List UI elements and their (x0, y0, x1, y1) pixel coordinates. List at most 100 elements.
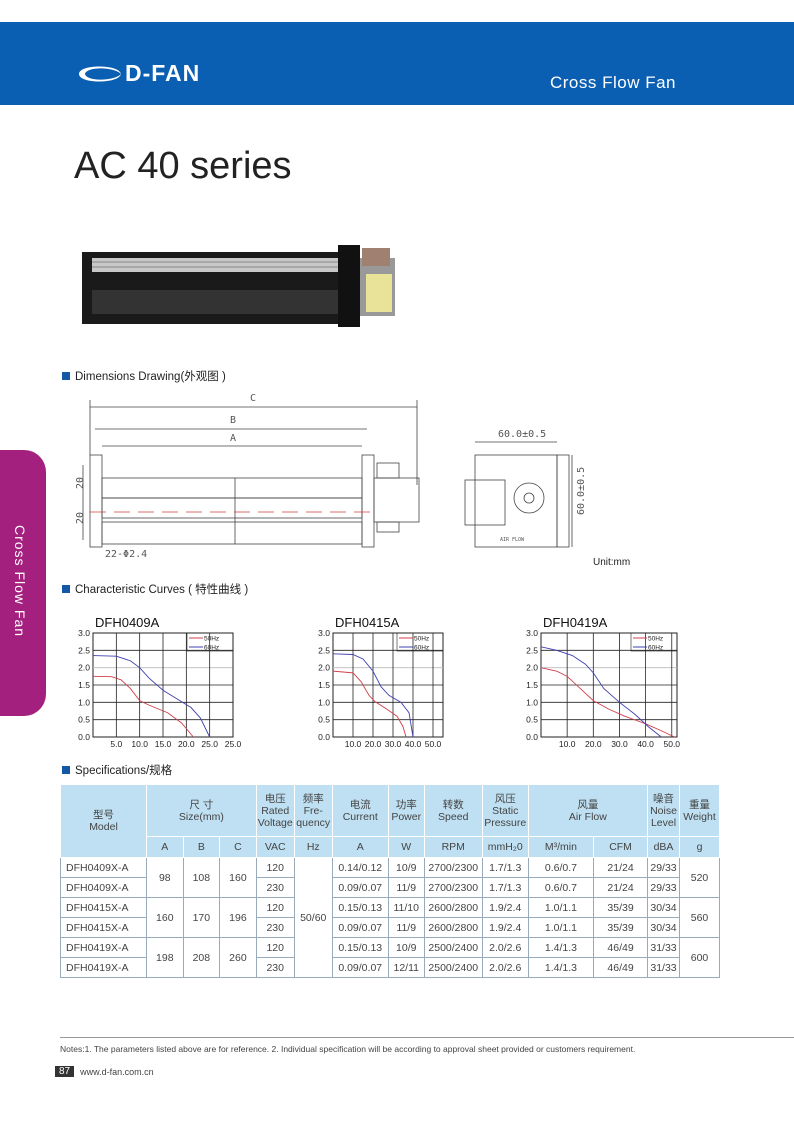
table-cell: 0.6/0.7 (527, 877, 595, 898)
dimensions-heading: Dimensions Drawing(外观图 ) (62, 368, 226, 384)
table-cell: 0.14/0.12 (331, 857, 389, 878)
x-tick-label: 20.0 (365, 739, 382, 749)
table-cell: DFH0419X-A (60, 937, 147, 958)
legend-label: 60Hz (414, 645, 429, 652)
th-power: 功率 Power (387, 784, 425, 837)
side-tab: Cross Flow Fan (0, 450, 46, 716)
chart-title: DFH0419A (543, 615, 608, 630)
airflow-label: AIR FLOW (500, 537, 525, 543)
y-tick-label: 0.5 (526, 715, 538, 725)
x-tick-label: 10.0 (559, 739, 576, 749)
table-cell: 0.09/0.07 (331, 917, 389, 938)
table-cell: 0.15/0.13 (331, 937, 389, 958)
table-cell: 170 (182, 897, 221, 938)
legend-label: 60Hz (648, 645, 663, 652)
y-tick-label: 2.5 (78, 645, 90, 655)
table-cell: 1.7/1.3 (481, 877, 529, 898)
curves-heading: Characteristic Curves ( 特性曲线 ) (62, 581, 248, 597)
table-cell: 35/39 (593, 897, 648, 918)
table-cell: 1.9/2.4 (481, 897, 529, 918)
unit-label: Unit:mm (593, 557, 630, 568)
table-cell: 120 (255, 897, 295, 918)
table-cell: 1.9/2.4 (481, 917, 529, 938)
x-tick-label: 10.0 (131, 739, 148, 749)
table-cell: 30/34 (647, 897, 680, 918)
series-line-60Hz (540, 646, 662, 738)
unit-cell: C (219, 836, 257, 858)
table-cell: 108 (182, 857, 221, 898)
y-tick-label: 2.5 (318, 645, 330, 655)
table-row: DFH0409X-A 98 108 160 120 50/60 0.14/0.12 10/9 2… (60, 857, 720, 978)
unit-cell: W (387, 836, 425, 858)
table-cell: 0.09/0.07 (331, 957, 389, 978)
dim-c: C (250, 393, 256, 404)
spec-table: 型号 Model 尺 寸 Size(mm) 电压 Rated Voltage 频率 Fr… (60, 784, 720, 978)
table-cell: 31/33 (647, 937, 680, 958)
table-cell: 46/49 (593, 957, 648, 978)
th-weight: 重量 Weight (679, 784, 720, 837)
table-cell: 520 (679, 857, 720, 898)
table-cell: 230 (255, 877, 295, 898)
table-cell: 0.09/0.07 (331, 877, 389, 898)
table-cell: 1.4/1.3 (527, 957, 595, 978)
dimensions-drawing: C B A 20 20 22-Φ2.4 60.0±0.5 60.0±0.5 AI… (75, 393, 630, 568)
dim-holes: 22-Φ2.4 (105, 549, 147, 560)
table-row: DFH0409X-A 230 0.09/0.07 11/9 2700/2300 1.7/1… (60, 877, 720, 898)
x-tick-label: 40.0 (405, 739, 422, 749)
unit-cell: CFM (593, 836, 648, 858)
side-tab-label: Cross Flow Fan (12, 525, 28, 638)
table-cell: 12/11 (387, 957, 425, 978)
y-tick-label: 0.0 (78, 732, 90, 742)
website-link[interactable]: www.d-fan.com.cn (80, 1066, 154, 1077)
table-cell: 2.0/2.6 (481, 957, 529, 978)
table-cell: 120 (255, 857, 295, 878)
th-model: 型号 Model (60, 784, 147, 858)
y-tick-label: 1.5 (78, 680, 90, 690)
heading-text: Dimensions Drawing(外观图 ) (75, 371, 226, 383)
legend-label: 50Hz (414, 636, 429, 643)
table-cell: 46/49 (593, 937, 648, 958)
th-speed: 转数 Speed (423, 784, 483, 837)
footer-notes: Notes:1. The parameters listed above are… (60, 1044, 636, 1054)
table-cell: 208 (182, 937, 221, 978)
table-cell: 10/9 (387, 937, 425, 958)
table-cell: 0.6/0.7 (527, 857, 595, 878)
table-cell: 98 (146, 857, 184, 898)
series-line-50Hz (540, 667, 675, 738)
table-cell: 230 (255, 917, 295, 938)
brand-logo: D-FAN (75, 60, 200, 87)
table-cell: DFH0415X-A (60, 917, 147, 938)
header-band (0, 22, 794, 105)
x-tick-label: 5.0 (110, 739, 122, 749)
table-cell: 21/24 (593, 877, 648, 898)
unit-cell: dBA (647, 836, 680, 858)
fan-product-photo (82, 245, 395, 327)
y-tick-label: 2.0 (526, 663, 538, 673)
series-line-50Hz (92, 675, 194, 738)
swoosh-logo-icon (79, 66, 121, 81)
unit-cell: g (679, 836, 720, 858)
y-tick-label: 2.0 (318, 663, 330, 673)
table-cell: 1.0/1.1 (527, 897, 595, 918)
x-tick-label: 30.0 (611, 739, 628, 749)
y-tick-label: 0.0 (526, 732, 538, 742)
specs-heading: Specifications/规格 (62, 762, 172, 778)
table-cell: 600 (679, 937, 720, 978)
table-row: DFH0415X-A 160 170 196 120 0.15/0.13 11/10 2600… (60, 897, 720, 938)
table-cell: 31/33 (647, 957, 680, 978)
x-tick-label: 25.0 (201, 739, 218, 749)
legend-label: 50Hz (204, 636, 219, 643)
y-tick-label: 1.5 (526, 680, 538, 690)
table-cell: DFH0409X-A (60, 877, 147, 898)
dim-a: A (230, 433, 236, 444)
unit-cell: RPM (423, 836, 483, 858)
th-pressure: 风压 Static Pressure (481, 784, 529, 837)
th-current: 电流 Current (331, 784, 389, 837)
table-row: DFH0415X-A 230 0.09/0.07 11/9 2600/2800 1.9/2… (60, 917, 720, 938)
characteristic-chart: 0.0 0.5 1.0 1.5 2.0 2.5 3.0 10.0 20.0 30.0 40.0 50.… (526, 628, 680, 749)
y-tick-label: 1.0 (526, 697, 538, 707)
dim-b: B (230, 415, 236, 426)
th-voltage: 电压 Rated Voltage (255, 784, 295, 837)
table-cell: 11/9 (387, 877, 425, 898)
legend-box (396, 632, 444, 652)
